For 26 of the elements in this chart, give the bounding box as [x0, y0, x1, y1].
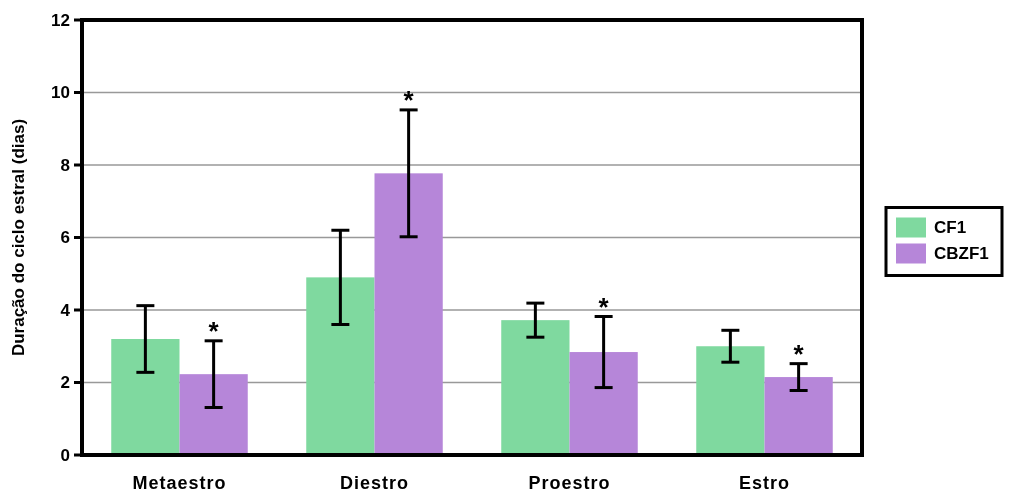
annotation: *	[403, 85, 415, 116]
y-tick-label: 4	[60, 300, 71, 320]
bar	[374, 173, 443, 455]
bar	[306, 277, 375, 455]
x-tick-label: Diestro	[339, 473, 410, 493]
y-tick-label: 6	[60, 228, 70, 248]
y-tick-label: 12	[51, 10, 70, 30]
y-tick-label: 2	[60, 373, 70, 393]
y-tick-label: 10	[51, 83, 70, 103]
bar	[179, 374, 248, 455]
x-tick-label: Proestro	[528, 473, 611, 493]
legend-label: CBZF1	[934, 244, 989, 264]
bar	[569, 352, 638, 455]
bar	[501, 320, 570, 455]
annotation: *	[793, 338, 805, 369]
bar	[696, 346, 765, 455]
x-tick-label: Metaestro	[132, 473, 227, 493]
bar	[764, 377, 833, 455]
annotation: *	[208, 316, 220, 347]
y-axis-title: Duração do ciclo estral (dias)	[9, 118, 28, 357]
bar	[111, 339, 180, 455]
annotation: *	[598, 291, 610, 322]
y-tick-label: 8	[60, 155, 70, 175]
legend-label: CF1	[934, 218, 967, 238]
x-tick-label: Estro	[738, 473, 791, 493]
y-tick-label: 0	[60, 445, 70, 465]
